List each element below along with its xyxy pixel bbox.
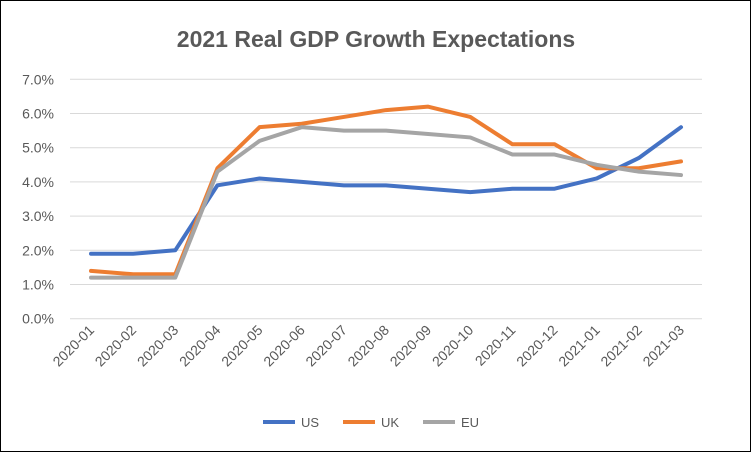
series-line-eu — [91, 127, 681, 277]
legend-label: US — [301, 415, 319, 430]
x-tick-label: 2020-02 — [92, 322, 140, 370]
x-tick-label: 2020-11 — [472, 322, 519, 369]
y-tick-label: 1.0% — [22, 277, 54, 293]
x-tick-label: 2020-04 — [176, 322, 224, 370]
x-tick-label: 2020-07 — [302, 322, 350, 370]
x-tick-label: 2020-12 — [513, 322, 561, 370]
x-tick-label: 2020-10 — [429, 322, 477, 370]
x-tick-label: 2021-01 — [555, 322, 603, 370]
y-tick-label: 5.0% — [22, 140, 54, 156]
x-tick-label: 2020-05 — [218, 322, 266, 370]
series-line-us — [91, 127, 681, 254]
x-tick-label: 2021-03 — [639, 322, 687, 370]
x-tick-label: 2021-02 — [597, 322, 645, 370]
x-tick-label: 2020-03 — [134, 322, 182, 370]
x-tick-label: 2020-08 — [344, 322, 392, 370]
y-tick-label: 0.0% — [22, 311, 54, 327]
legend-label: UK — [381, 415, 399, 430]
chart-title: 2021 Real GDP Growth Expectations — [177, 26, 575, 52]
x-tick-label: 2020-06 — [260, 322, 308, 370]
y-tick-label: 2.0% — [22, 242, 54, 258]
y-tick-label: 3.0% — [22, 208, 54, 224]
y-tick-label: 6.0% — [22, 106, 54, 122]
legend-label: EU — [461, 415, 479, 430]
x-tick-label: 2020-09 — [387, 322, 435, 370]
y-tick-label: 7.0% — [22, 71, 54, 87]
y-tick-label: 4.0% — [22, 174, 54, 190]
x-tick-label: 2020-01 — [49, 322, 97, 370]
